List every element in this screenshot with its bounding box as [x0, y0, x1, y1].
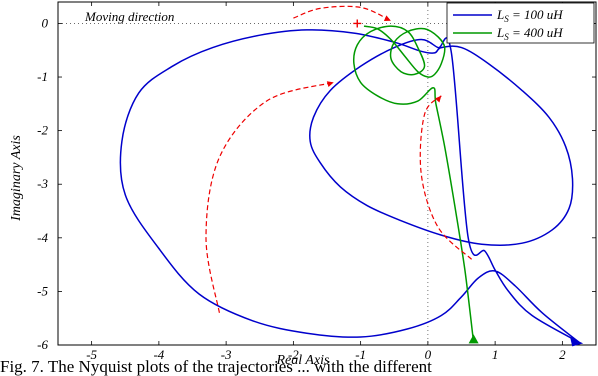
direction-arrow-head — [383, 15, 391, 21]
figure-caption: Fig. 7. The Nyquist plots of the traject… — [0, 357, 432, 376]
x-tick-label: -5 — [86, 347, 97, 362]
series-layer — [119, 25, 584, 347]
y-axis-label: Imaginary Axis — [9, 135, 24, 222]
y-tick-label: -6 — [37, 337, 48, 352]
x-axis-label: Real Axis — [275, 353, 330, 368]
legend-label-ls100: LS = 100 uH — [496, 7, 563, 24]
y-tick-label: -5 — [37, 283, 48, 298]
x-tick-label: -4 — [153, 347, 164, 362]
legend-label-ls400: LS = 400 uH — [496, 25, 563, 42]
y-tick-label: -1 — [37, 69, 48, 84]
direction-arrow-path — [205, 81, 334, 313]
direction-arrows — [205, 5, 473, 313]
direction-arrow-head — [434, 95, 442, 103]
start-marker-ls100 — [570, 337, 584, 347]
x-tick-label: 1 — [492, 347, 499, 362]
x-tick-label: 2 — [559, 347, 566, 362]
direction-arrow-path — [293, 5, 392, 22]
y-tick-label: 0 — [42, 15, 49, 30]
tick-marks — [58, 2, 596, 346]
x-tick-label: -3 — [221, 347, 232, 362]
moving-direction-annotation: Moving direction — [84, 9, 174, 24]
x-tick-label: -2 — [288, 347, 299, 362]
y-tick-label: -3 — [37, 176, 48, 191]
legend-box — [446, 2, 595, 44]
direction-arrow-head — [326, 81, 334, 87]
plot-area — [57, 1, 597, 346]
plus-marker — [353, 19, 362, 28]
series-line-ls100 — [119, 29, 580, 343]
start-marker-ls400 — [468, 334, 479, 344]
legend: LS = 100 uH LS = 400 uH — [446, 2, 595, 44]
y-tick-label: -2 — [37, 123, 48, 138]
x-tick-label: -1 — [355, 347, 366, 362]
series-line-ls400 — [353, 25, 475, 343]
x-tick-labels: -5 -4 -3 -2 -1 0 1 2 — [86, 347, 566, 362]
y-tick-label: -4 — [37, 230, 48, 245]
y-tick-labels: 0 -1 -2 -3 -4 -5 -6 — [37, 15, 48, 352]
direction-arrow-path — [419, 95, 473, 260]
x-tick-label: 0 — [425, 347, 432, 362]
